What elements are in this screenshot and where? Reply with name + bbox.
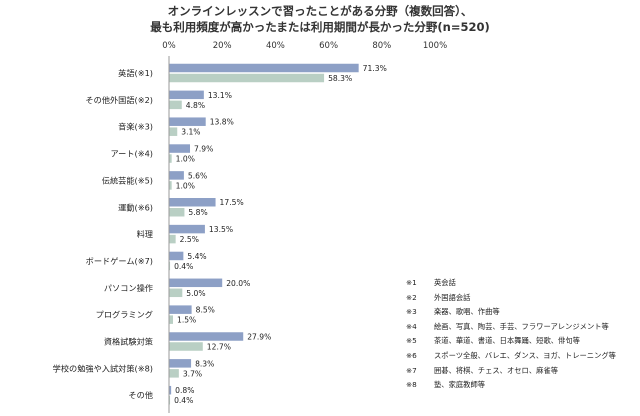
- chart-title-line-2: 最も利用頻度が高かったまたは利用期間が長かった分野(n=520): [150, 20, 490, 34]
- category-label: その他外国語(※2): [85, 95, 153, 105]
- footnote: ※8 塾、家庭教師等: [406, 378, 638, 393]
- category-label: パソコン操作: [104, 283, 153, 293]
- bar-series-2: [169, 288, 183, 298]
- category-label: アート(※4): [110, 149, 153, 159]
- data-label: 4.8%: [186, 101, 205, 110]
- footnote-key: ※5: [406, 336, 417, 346]
- data-label: 5.4%: [187, 252, 206, 261]
- data-label: 3.1%: [181, 128, 200, 137]
- category-label: 伝統芸能(※5): [102, 175, 153, 185]
- footnote-text: 楽器、歌唱、作曲等: [434, 307, 500, 317]
- category-label: プログラミング: [96, 310, 153, 320]
- category-label: 資格試験対策: [104, 337, 153, 347]
- data-label: 13.8%: [210, 118, 234, 127]
- x-tick-label: 80%: [372, 41, 391, 51]
- bar-series-1: [169, 359, 192, 368]
- bar-series-1: [169, 305, 192, 314]
- data-label: 27.9%: [247, 332, 271, 341]
- bar-series-2: [169, 73, 325, 83]
- category-label: 学校の勉強や入試対策(※8): [53, 363, 153, 373]
- footnote-key: ※7: [406, 365, 417, 375]
- data-label: 12.7%: [207, 342, 231, 351]
- footnote-text: 囲碁、将棋、チェス、オセロ、麻雀等: [434, 365, 559, 375]
- data-label: 1.0%: [176, 155, 195, 164]
- data-label: 8.3%: [195, 359, 214, 368]
- data-label: 0.4%: [174, 396, 193, 405]
- footnote-key: ※3: [406, 307, 417, 317]
- footnote-key: ※2: [406, 292, 417, 302]
- x-tick-label: 20%: [213, 41, 232, 51]
- category-label: 音楽(※3): [118, 122, 153, 132]
- bar-series-1: [169, 224, 205, 234]
- bar-series-2: [169, 208, 185, 217]
- footnote-text: スポーツ全般、バレエ、ダンス、ヨガ、トレーニング等: [434, 350, 616, 360]
- footnote-text: 英会話: [434, 278, 456, 287]
- data-label: 5.6%: [188, 171, 207, 180]
- bar-series-1: [169, 63, 359, 73]
- bar-series-2: [169, 342, 203, 351]
- footnote: ※4 絵画、写真、陶芸、手芸、フラワーアレンジメント等: [406, 320, 638, 335]
- bar-series-1: [169, 171, 184, 180]
- bar-series-2: [169, 261, 171, 271]
- footnote-text: 外国語会話: [434, 292, 471, 302]
- x-tick-label: 0%: [162, 41, 176, 51]
- data-label: 58.3%: [328, 74, 352, 83]
- footnote-text: 塾、家庭教師等: [434, 380, 486, 390]
- bar-series-1: [169, 117, 206, 126]
- bar-series-2: [169, 395, 171, 405]
- bar-series-1: [169, 198, 216, 207]
- bar-series-1: [169, 144, 191, 153]
- chart-title-line-1: オンラインレッスンで習ったことがある分野（複数回答）、: [167, 4, 473, 18]
- category-label: その他: [128, 390, 153, 400]
- category-label: 運動(※6): [118, 202, 153, 212]
- footnote: ※2 外国語会話: [406, 291, 638, 306]
- footnote: ※3 楽器、歌唱、作曲等: [406, 305, 638, 320]
- bar-series-1: [169, 251, 184, 261]
- data-label: 1.0%: [176, 181, 195, 190]
- data-label: 5.8%: [188, 208, 207, 217]
- bar-series-2: [169, 315, 173, 324]
- footnote-text: 絵画、写真、陶芸、手芸、フラワーアレンジメント等: [434, 321, 609, 331]
- bar-series-2: [169, 181, 172, 190]
- data-label: 17.5%: [220, 198, 244, 207]
- bar-series-2: [169, 369, 179, 378]
- category-label: 英語(※1): [118, 68, 153, 78]
- data-label: 13.5%: [209, 225, 233, 234]
- data-label: 1.5%: [177, 316, 196, 325]
- footnotes: ※1 英会話 ※2 外国語会話 ※3 楽器、歌唱、作曲等 ※4 絵画、写真、陶芸、手芸、…: [406, 276, 638, 393]
- bar-series-2: [169, 100, 182, 110]
- footnote-key: ※8: [406, 380, 417, 390]
- footnote-key: ※4: [406, 321, 417, 331]
- data-label: 5.0%: [186, 289, 205, 298]
- data-label: 20.0%: [226, 279, 250, 288]
- x-tick-label: 100%: [423, 41, 447, 51]
- footnote: ※5 茶道、華道、書道、日本舞踊、短歌、俳句等: [406, 334, 638, 349]
- x-tick-label: 60%: [319, 41, 338, 51]
- footnote: ※1 英会話: [406, 276, 638, 291]
- category-label: ボードゲーム(※7): [86, 256, 153, 266]
- data-label: 71.3%: [363, 64, 387, 73]
- bar-series-2: [169, 127, 178, 136]
- bar-series-2: [169, 154, 172, 163]
- x-tick-label: 40%: [266, 41, 285, 51]
- footnote: ※7 囲碁、将棋、チェス、オセロ、麻雀等: [406, 364, 638, 379]
- data-label: 7.9%: [194, 145, 213, 154]
- data-label: 0.8%: [175, 386, 194, 395]
- footnote-text: 茶道、華道、書道、日本舞踊、短歌、俳句等: [434, 336, 580, 346]
- footnote: ※6 スポーツ全般、バレエ、ダンス、ヨガ、トレーニング等: [406, 349, 638, 364]
- footnote-key: ※6: [406, 350, 417, 360]
- bar-series-1: [169, 90, 204, 100]
- bar-series-1: [169, 332, 244, 341]
- bar-series-2: [169, 234, 176, 244]
- data-label: 8.5%: [196, 306, 215, 315]
- category-label: 料理: [137, 229, 153, 239]
- bar-series-1: [169, 278, 223, 288]
- footnote-key: ※1: [406, 278, 417, 287]
- data-label: 2.5%: [180, 235, 199, 244]
- bar-series-1: [169, 385, 172, 395]
- data-label: 13.1%: [208, 91, 232, 100]
- data-label: 3.7%: [183, 369, 202, 378]
- data-label: 0.4%: [174, 262, 193, 271]
